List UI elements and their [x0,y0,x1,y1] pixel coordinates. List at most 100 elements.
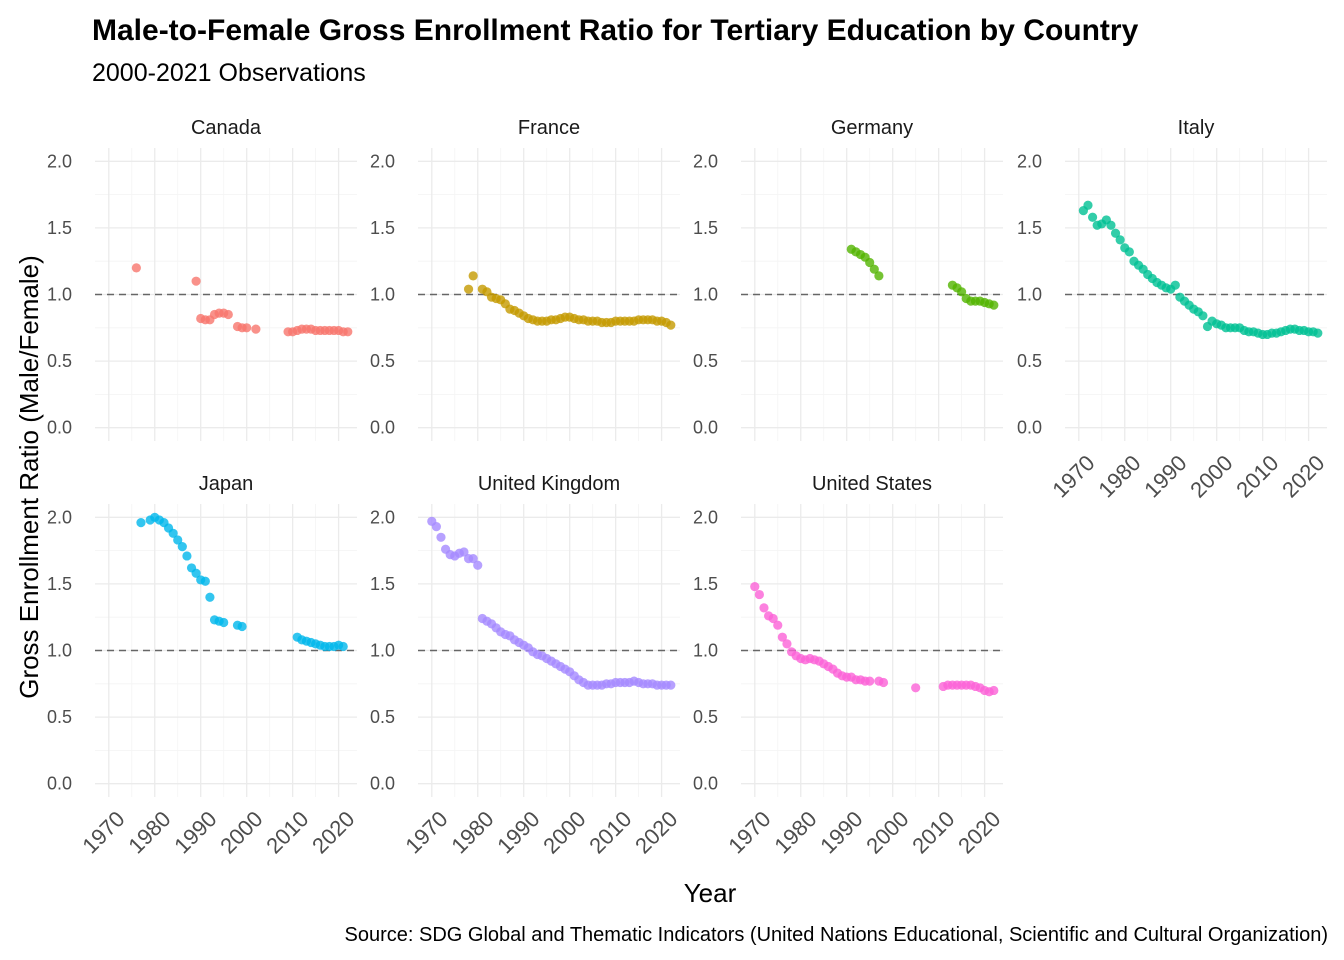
x-tick-label: 2010 [584,806,636,858]
data-point [750,581,760,592]
panel-italy: 0.0 0.5 1.0 1.5 2.0 Italy 19701980199020002010… [1017,117,1329,502]
x-tick-label: 2020 [953,806,1005,858]
data-point [251,324,261,334]
chart-title: Male-to-Female Gross Enrollment Ratio fo… [92,14,1139,47]
y-tick-label: 0.5 [1017,351,1042,371]
source-caption: Source: SDG Global and Thematic Indicato… [345,924,1328,946]
data-point [768,613,778,624]
x-tick-label: 2020 [307,806,359,858]
data-point [237,621,247,632]
y-tick-label: 0.5 [47,351,72,371]
y-tick-label: 0.5 [693,707,718,727]
x-axis-title: Year [684,878,737,908]
y-tick-label: 1.0 [693,285,718,305]
data-point [1106,220,1116,230]
data-point [1087,212,1098,222]
y-tick-label: 1.5 [370,574,395,594]
y-tick-label: 0.0 [693,774,718,794]
x-tick-label: 1990 [815,806,867,858]
data-point [1170,280,1180,290]
panel-japan: 0.0 0.5 1.0 1.5 2.0 Japan 19701980199020002010… [47,473,359,858]
data-point [666,320,676,330]
y-tick-label: 1.0 [47,285,72,305]
data-point [1198,311,1208,321]
data-point [168,528,178,538]
y-tick-label: 0.0 [370,418,395,438]
data-point [869,264,879,274]
panel-germany: 0.0 0.5 1.0 1.5 2.0 Germany [693,117,1003,441]
data-point [173,535,183,545]
x-tick-label: 1970 [723,806,775,858]
y-tick-label: 0.5 [370,707,395,727]
data-point [463,284,474,294]
panel-united-states: 0.0 0.5 1.0 1.5 2.0 United States 197019801990… [693,473,1005,858]
y-tick-label: 1.0 [370,285,395,305]
x-tick-label: 1980 [446,806,498,858]
facet-title: Canada [191,117,262,139]
y-tick-label: 0.5 [47,707,72,727]
data-point [957,287,967,297]
x-tick-label: 1980 [1093,450,1145,502]
y-tick-label: 1.5 [370,218,395,238]
x-tick-label: 2000 [861,806,913,858]
data-point [223,309,233,320]
data-point [782,639,792,649]
data-point [773,620,783,630]
facet-title: Germany [831,117,913,139]
data-point [874,271,884,281]
x-tick-label: 2020 [630,806,682,858]
y-tick-label: 2.0 [370,507,395,527]
y-tick-label: 1.5 [1017,218,1042,238]
data-point [911,683,921,693]
y-tick-label: 0.0 [1017,418,1042,438]
x-tick-label: 2020 [1277,450,1329,502]
y-tick-label: 2.0 [693,151,718,171]
y-tick-label: 2.0 [370,151,395,171]
y-tick-label: 1.0 [693,641,718,661]
facet-title: United Kingdom [478,473,620,495]
data-point [468,554,478,564]
data-point [343,327,353,337]
y-axis-title: Gross Enrollment Ratio (Male/Female) [14,255,44,699]
data-point [200,576,210,586]
y-tick-label: 2.0 [47,507,72,527]
y-tick-label: 1.5 [693,574,718,594]
data-point [136,518,146,528]
data-point [1083,200,1093,210]
x-tick-label: 1970 [1047,450,1099,502]
data-point [777,632,787,642]
data-point [865,676,875,686]
data-point [759,603,769,613]
y-tick-label: 1.0 [47,641,72,661]
y-tick-label: 1.5 [47,574,72,594]
data-point [1124,247,1134,257]
y-tick-label: 0.0 [370,774,395,794]
y-tick-label: 0.5 [370,351,395,371]
y-tick-label: 0.5 [693,351,718,371]
data-point [436,532,446,542]
data-point [177,542,187,552]
y-tick-label: 2.0 [47,151,72,171]
y-tick-label: 1.5 [47,218,72,238]
data-point [459,547,469,557]
facet-title: Italy [1178,117,1215,139]
x-tick-label: 2010 [261,806,313,858]
data-point [666,680,676,690]
facet-title: Japan [199,473,254,495]
x-tick-label: 1990 [169,806,221,858]
data-point [865,257,875,268]
facet-panels: 0.0 0.5 1.0 1.5 2.0 Canada 0.0 0.5 1.0 1.5 2.0 Fran… [47,117,1329,858]
x-tick-label: 1970 [77,806,129,858]
data-point [205,592,215,602]
data-point [191,568,201,578]
data-point [1313,328,1323,338]
panel-canada: 0.0 0.5 1.0 1.5 2.0 Canada [47,117,357,441]
y-tick-label: 0.0 [693,418,718,438]
data-point [878,677,889,688]
x-tick-label: 2000 [538,806,590,858]
x-tick-label: 1990 [492,806,544,858]
y-tick-label: 1.0 [1017,285,1042,305]
x-tick-label: 2000 [215,806,267,858]
data-point [468,271,478,281]
